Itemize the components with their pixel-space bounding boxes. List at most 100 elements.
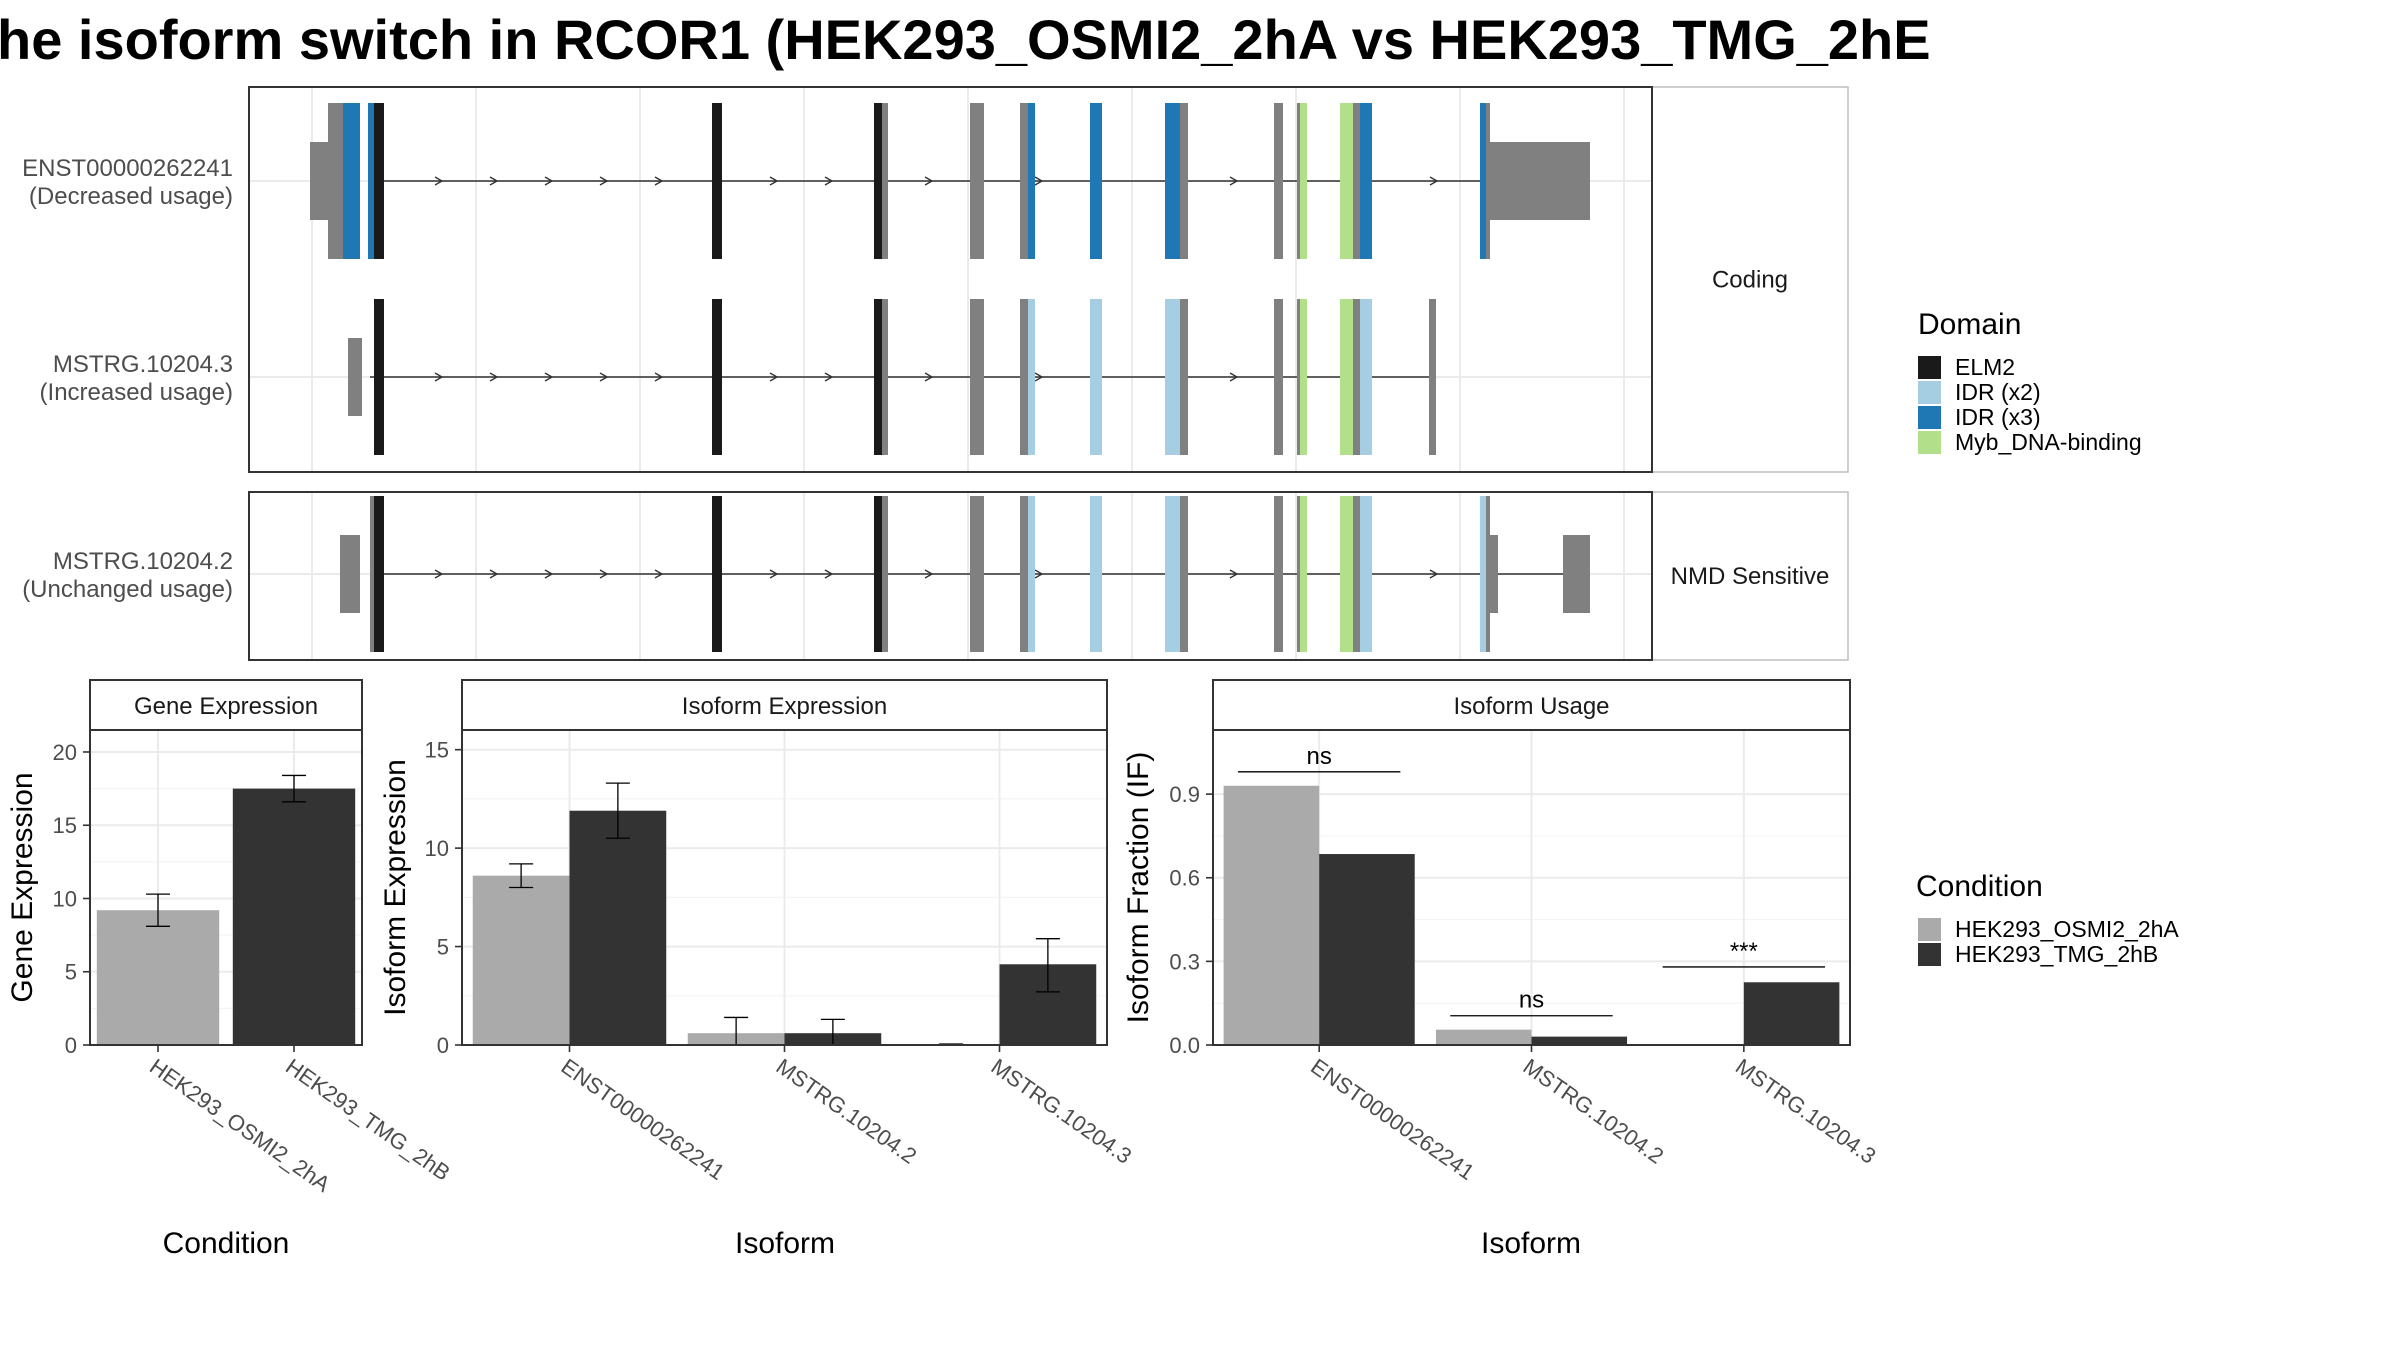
coding-exon [1353, 103, 1360, 259]
coding-exon [374, 496, 384, 652]
transcript-track: ENST00000262241(Decreased usage) [22, 103, 1590, 259]
y-tick-label: 5 [437, 935, 449, 960]
bar [1743, 982, 1840, 1045]
coding-exon [1020, 103, 1028, 259]
coding-exon [1180, 103, 1188, 259]
strip-box [1651, 491, 1849, 661]
error-bar [509, 863, 534, 889]
bar [1435, 1029, 1532, 1045]
strip-label: Isoform Expression [682, 693, 887, 720]
error-bar [282, 774, 306, 803]
legend-title: Condition [1916, 870, 2043, 903]
utr-exon [1490, 142, 1590, 220]
y-axis-title: Isoform Expression [379, 759, 412, 1016]
strand-arrow [769, 372, 779, 382]
legend-key [1918, 406, 1941, 429]
error-bar [1035, 938, 1060, 993]
bar [232, 788, 356, 1045]
transcript-name: ENST00000262241 [22, 155, 233, 182]
strand-arrow [1429, 176, 1439, 186]
coding-exon [1480, 496, 1486, 652]
coding-exon [1274, 299, 1283, 455]
coding-exon [370, 496, 374, 652]
coding-exon [970, 299, 984, 455]
transcript-track: MSTRG.10204.2(Unchanged usage) [22, 496, 1590, 652]
strand-arrow [489, 569, 499, 579]
strip-box [1651, 86, 1849, 473]
coding-exon [343, 103, 360, 259]
strand-arrow [769, 176, 779, 186]
strand-arrow [654, 569, 664, 579]
coding-exon [874, 299, 882, 455]
coding-exon [882, 103, 888, 259]
coding-exon [1028, 103, 1035, 259]
strand-arrow [434, 176, 444, 186]
bar [472, 875, 570, 1045]
x-axis-title: Condition [163, 1227, 290, 1260]
strand-arrow [1034, 176, 1044, 186]
coding-exon [1480, 103, 1486, 259]
x-axis-title: Isoform [1481, 1227, 1581, 1260]
utr-exon [310, 142, 330, 220]
bar [1223, 785, 1320, 1045]
coding-exon [1274, 496, 1283, 652]
legend-label: ELM2 [1955, 354, 2015, 380]
strand-arrow [599, 176, 609, 186]
coding-exon [1165, 299, 1180, 455]
strand-arrow [544, 569, 554, 579]
transcript-usage: (Decreased usage) [29, 183, 233, 210]
coding-exon [1360, 299, 1372, 455]
coding-exon [328, 103, 343, 259]
error-bar [146, 893, 170, 927]
legend-title: Domain [1918, 308, 2021, 341]
coding-exon [1297, 103, 1300, 259]
panel-border [248, 491, 1653, 661]
coding-exon [1297, 496, 1300, 652]
y-axis-title: Gene Expression [6, 772, 39, 1002]
strip-box [89, 679, 363, 731]
coding-exon [874, 496, 882, 652]
coding-exon [970, 103, 984, 259]
coding-exon [1340, 103, 1353, 259]
strand-arrow [824, 372, 834, 382]
strand-arrow [599, 372, 609, 382]
significance-label: ns [1306, 743, 1331, 770]
utr-exon [1563, 535, 1590, 613]
legend-key [1918, 918, 1941, 941]
strand-arrow [654, 372, 664, 382]
x-tick-label: MSTRG.10204.2 [772, 1054, 922, 1169]
panel-background [249, 87, 1652, 472]
coding-exon [1353, 496, 1360, 652]
legend-key [1918, 943, 1941, 966]
coding-exon [1090, 496, 1102, 652]
y-tick-label: 10 [53, 886, 77, 911]
coding-exon [1090, 299, 1102, 455]
x-tick-label: MSTRG.10204.2 [1519, 1054, 1669, 1169]
coding-exon [1360, 496, 1372, 652]
y-tick-label: 15 [425, 738, 449, 763]
coding-exon [1486, 103, 1490, 259]
coding-exon [374, 299, 384, 455]
transcript-name: MSTRG.10204.2 [53, 548, 233, 575]
x-tick-label: ENST00000262241 [557, 1054, 730, 1185]
coding-exon [1297, 299, 1300, 455]
strip-label: Gene Expression [134, 693, 318, 720]
strip-label: Isoform Usage [1453, 693, 1609, 720]
coding-exon [1300, 103, 1307, 259]
transcript-usage: (Unchanged usage) [22, 576, 233, 603]
legend-key [1918, 431, 1941, 454]
strand-arrow [1034, 372, 1044, 382]
strand-arrow [1034, 569, 1044, 579]
coding-exon [1486, 496, 1490, 652]
strip-label: NMD Sensitive [1671, 563, 1830, 590]
strip-box [1212, 679, 1851, 731]
legend-label: Myb_DNA-binding [1955, 429, 2142, 455]
transcript-structure-panels: Coding NMD Sensitive ENST00000262241(Decre… [22, 86, 1849, 661]
bar-chart-panels: Gene Expression05101520HEK293_OSMI2_2hAH… [6, 679, 1881, 1260]
y-tick-label: 20 [53, 740, 77, 765]
strand-arrow [769, 569, 779, 579]
strand-arrow [1229, 372, 1239, 382]
coding-exon [1028, 299, 1035, 455]
coding-exon [1353, 299, 1360, 455]
